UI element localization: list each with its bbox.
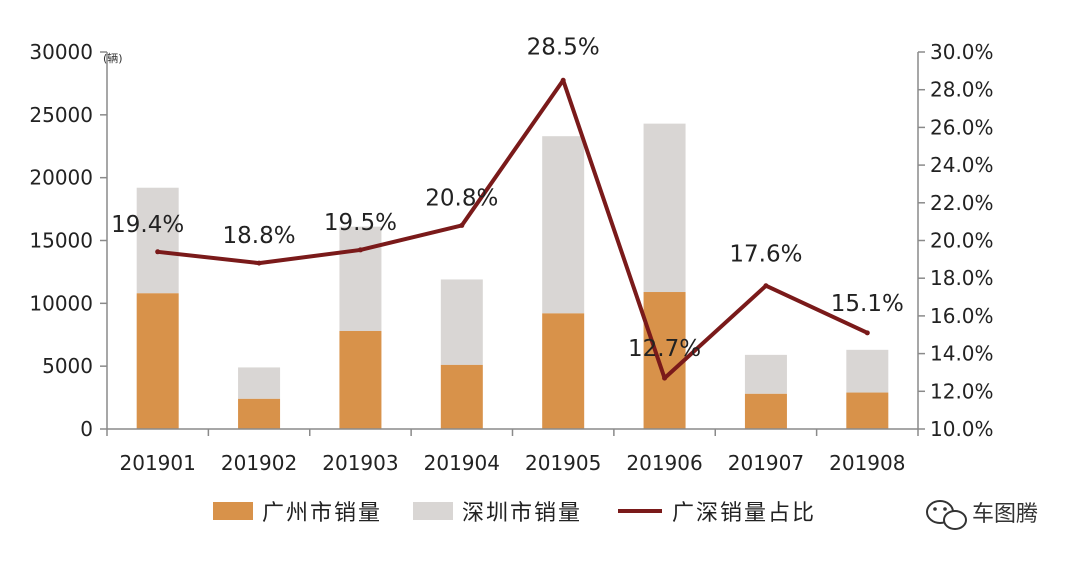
bar-shenzhen-201902 [238, 367, 281, 399]
line-series [155, 77, 870, 381]
bar-guangzhou-201901 [136, 293, 179, 429]
bar-guangzhou-201905 [542, 313, 585, 429]
left-axis-unit: (辆) [103, 51, 123, 65]
data-label: 17.6% [729, 242, 802, 268]
legend-label-guangzhou: 广州市销量 [262, 501, 382, 526]
ratio-point-201902 [256, 260, 262, 266]
wechat-icon [926, 500, 967, 530]
left-tick-label: 5000 [42, 354, 93, 378]
bar-shenzhen-201907 [744, 354, 787, 394]
bar-guangzhou-201902 [238, 398, 281, 429]
x-tick-label: 201908 [829, 451, 905, 475]
right-tick-label: 28.0% [930, 78, 994, 102]
x-tick-label: 201903 [322, 451, 398, 475]
ratio-point-201905 [560, 77, 566, 83]
legend-label-ratio: 广深销量占比 [672, 501, 816, 526]
x-axis: 201901 201902 201903 201904 201905 201906 2019… [106, 428, 919, 475]
left-tick-label: 30000 [29, 40, 93, 64]
data-label: 15.1% [831, 291, 904, 317]
bar-shenzhen-201904 [440, 279, 483, 365]
ratio-point-201904 [459, 222, 465, 228]
right-tick-label: 12.0% [930, 379, 994, 403]
left-tick-label: 25000 [29, 103, 93, 127]
left-y-axis: 0 5000 10000 15000 20000 25000 30000 [29, 40, 108, 441]
left-tick-label: 20000 [29, 166, 93, 190]
ratio-point-201903 [357, 247, 363, 253]
x-tick-label: 201901 [120, 451, 196, 475]
data-label: 12.7% [628, 336, 701, 362]
bar-series [136, 123, 889, 429]
ratio-point-201907 [763, 283, 769, 289]
ratio-point-201906 [662, 375, 668, 381]
ratio-line [157, 78, 869, 381]
ratio-point-201908 [864, 330, 870, 336]
watermark: 车图腾 [926, 500, 1038, 530]
bar-guangzhou-201904 [440, 364, 483, 429]
legend-swatch-guangzhou [213, 502, 253, 520]
bar-guangzhou-201907 [744, 393, 787, 429]
bar-guangzhou-201908 [846, 392, 889, 429]
bar-guangzhou-201903 [339, 330, 382, 429]
bar-shenzhen-201905 [542, 136, 585, 314]
legend: 广州市销量 深圳市销量 广深销量占比 [213, 501, 816, 526]
data-label: 28.5% [527, 34, 600, 60]
x-tick-label: 201905 [525, 451, 601, 475]
left-tick-label: 15000 [29, 229, 93, 253]
right-tick-label: 20.0% [930, 229, 994, 253]
data-labels: 19.4% 18.8% 19.5% 20.8% 28.5% 12.7% 17.6% 15.1% [111, 34, 904, 362]
legend-label-shenzhen: 深圳市销量 [462, 501, 582, 526]
right-y-axis: 10.0% 12.0% 14.0% 16.0% 18.0% 20.0% 22.0% 24.0%… [917, 40, 994, 441]
data-label: 19.4% [111, 212, 184, 238]
data-label: 20.8% [425, 185, 498, 211]
right-tick-label: 10.0% [930, 417, 994, 441]
bar-shenzhen-201906 [643, 123, 686, 293]
bar-shenzhen-201903 [339, 226, 382, 331]
bar-guangzhou-201906 [643, 292, 686, 429]
data-label: 19.5% [324, 210, 397, 236]
right-tick-label: 18.0% [930, 266, 994, 290]
left-tick-label: 0 [80, 417, 93, 441]
right-tick-label: 16.0% [930, 304, 994, 328]
right-tick-label: 30.0% [930, 40, 994, 64]
bar-shenzhen-201908 [846, 349, 889, 393]
data-label: 18.8% [223, 223, 296, 249]
right-tick-label: 14.0% [930, 342, 994, 366]
watermark-text: 车图腾 [972, 502, 1038, 527]
x-tick-label: 201907 [728, 451, 804, 475]
ratio-point-201901 [155, 249, 161, 255]
legend-swatch-shenzhen [413, 502, 453, 520]
x-tick-label: 201902 [221, 451, 297, 475]
right-tick-label: 22.0% [930, 191, 994, 215]
x-tick-label: 201906 [626, 451, 702, 475]
x-tick-label: 201904 [424, 451, 500, 475]
left-tick-label: 10000 [29, 291, 93, 315]
right-tick-label: 26.0% [930, 115, 994, 139]
bar-shenzhen-201901 [136, 187, 179, 294]
right-tick-label: 24.0% [930, 153, 994, 177]
